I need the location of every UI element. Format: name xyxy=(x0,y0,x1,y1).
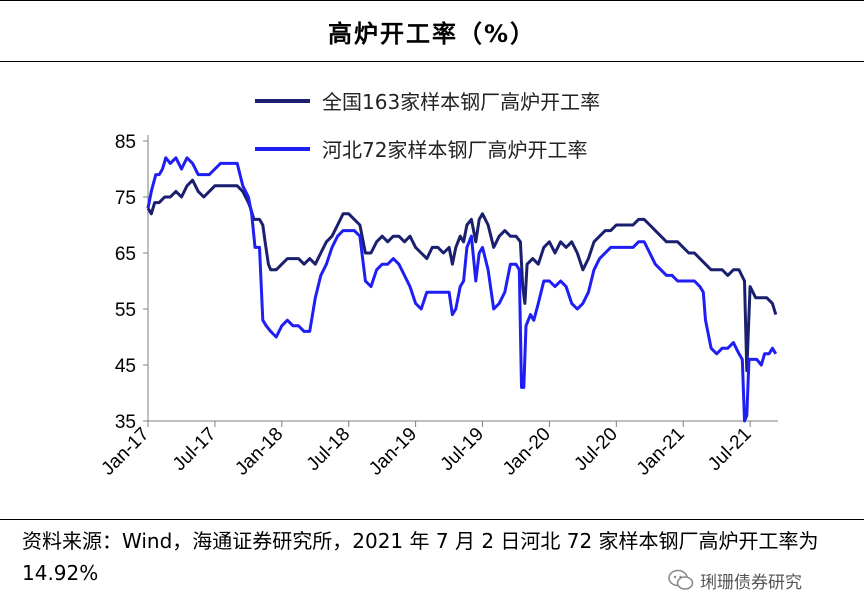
x-tick-label: Jan-21 xyxy=(633,424,689,480)
source-note: 资料来源：Wind，海通证券研究所，2021 年 7 月 2 日河北 72 家样… xyxy=(22,529,819,585)
series-lines xyxy=(146,156,778,423)
x-tick-label: Jul-20 xyxy=(570,424,621,475)
x-tick-label: Jul-19 xyxy=(437,424,488,475)
y-tick-label: 65 xyxy=(115,244,136,265)
x-tick-label: Jan-18 xyxy=(231,424,287,480)
legend-label-national: 全国163家样本钢厂高炉开工率 xyxy=(322,90,600,114)
x-tick-label: Jul-21 xyxy=(704,424,755,475)
watermark-text: 琍珊债券研究 xyxy=(700,572,802,593)
y-tick-label: 75 xyxy=(115,188,136,209)
x-tick-label: Jul-18 xyxy=(303,424,354,475)
y-tick-label: 35 xyxy=(115,412,136,433)
wechat-icon xyxy=(668,569,694,590)
series-line-hebei xyxy=(146,156,778,423)
y-tick-label: 45 xyxy=(115,356,136,377)
x-tick-label: Jul-17 xyxy=(169,424,220,475)
legend-label-hebei: 河北72家样本钢厂高炉开工率 xyxy=(322,138,587,162)
watermark: 琍珊债券研究 xyxy=(668,566,802,594)
title-band: 高炉开工率（%） xyxy=(0,0,864,62)
x-axis-ticks: Jan-17 Jul-17 Jan-18 Jul-18 Jan-19 Jul-19 Jan-… xyxy=(98,421,756,480)
y-tick-label: 55 xyxy=(115,300,136,321)
chart-axes xyxy=(147,135,778,422)
page-title: 高炉开工率（%） xyxy=(327,19,537,48)
footer-divider xyxy=(0,519,864,520)
y-axis-ticks: 35 45 55 65 75 85 xyxy=(115,132,148,433)
series-line-national xyxy=(146,178,778,373)
x-tick-label: Jan-19 xyxy=(365,424,421,480)
x-tick-label: Jan-20 xyxy=(499,424,555,480)
y-tick-label: 85 xyxy=(115,132,136,153)
